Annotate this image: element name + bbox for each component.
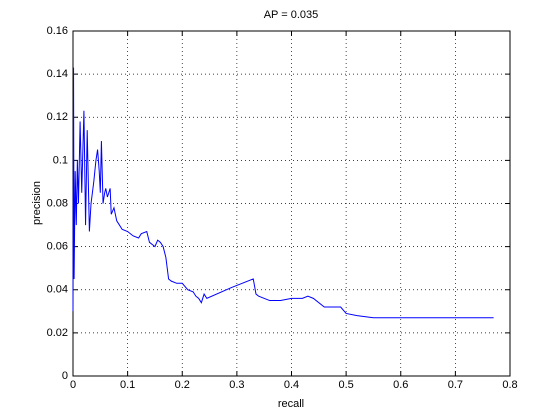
- x-tick-label: 0.4: [284, 379, 299, 391]
- y-tick-label: 0.06: [47, 241, 68, 253]
- x-tick-label: 0.8: [502, 379, 517, 391]
- y-tick-label: 0.16: [47, 25, 68, 37]
- x-tick-label: 0.2: [175, 379, 190, 391]
- x-tick-label: 0: [70, 379, 76, 391]
- x-tick-label: 0.7: [448, 379, 463, 391]
- x-tick-label: 0.6: [393, 379, 408, 391]
- y-tick-label: 0.14: [47, 68, 68, 80]
- y-tick-label: 0.08: [47, 197, 68, 209]
- chart-title: AP = 0.035: [264, 9, 319, 21]
- x-tick-label: 0.5: [338, 379, 353, 391]
- x-axis-label: recall: [278, 398, 304, 410]
- y-axis-label: precision: [31, 181, 43, 225]
- y-tick-label: 0.1: [53, 154, 68, 166]
- y-tick-label: 0: [62, 370, 68, 382]
- y-tick-label: 0.12: [47, 111, 68, 123]
- x-tick-label: 0.1: [120, 379, 135, 391]
- y-tick-label: 0.02: [47, 327, 68, 339]
- x-tick-label: 0.3: [229, 379, 244, 391]
- y-tick-label: 0.04: [47, 284, 68, 296]
- pr-curve: [72, 67, 494, 319]
